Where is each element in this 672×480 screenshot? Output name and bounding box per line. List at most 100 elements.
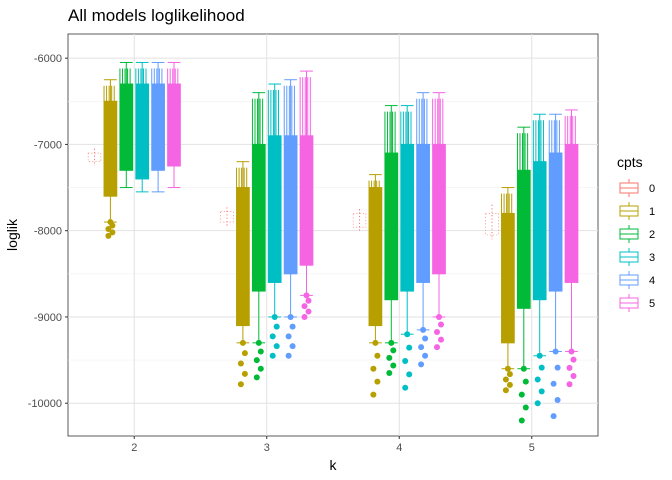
outlier-point: [285, 333, 292, 340]
y-tick-label: -8000: [34, 226, 62, 238]
box-series-5-k-4: [432, 92, 446, 351]
box: [501, 212, 515, 344]
outlier-point: [390, 362, 397, 369]
outlier-point: [273, 323, 280, 330]
outlier-point: [241, 350, 248, 357]
outlier-point: [402, 384, 409, 391]
outlier-point: [273, 343, 280, 350]
box-series-1-k-5: [501, 187, 515, 394]
outlier-point: [434, 344, 440, 351]
outlier-point: [550, 413, 557, 420]
box-series-3-k-3: [267, 83, 282, 359]
outlier-point: [568, 348, 575, 355]
y-tick-label: -10000: [28, 398, 62, 410]
outlier-point: [390, 347, 397, 354]
box: [532, 161, 547, 301]
outlier-point: [550, 380, 557, 387]
legend-label: 1: [649, 206, 655, 218]
legend-item-1: 1: [615, 201, 655, 221]
x-tick-label: 5: [529, 442, 535, 454]
y-tick-label: -9000: [34, 312, 62, 324]
y-axis-ticks: -6000 -7000 -8000 -9000 -10000: [28, 53, 68, 410]
box: [548, 152, 563, 292]
legend: 0 1 2 3 4 5: [615, 178, 655, 313]
box-series-1-k-2: [103, 79, 118, 239]
outlier-point: [566, 364, 573, 371]
outlier-point: [438, 336, 444, 343]
outlier-point: [522, 378, 529, 385]
box: [267, 135, 282, 283]
box: [564, 143, 579, 283]
outlier-point: [374, 378, 381, 385]
box: [135, 83, 150, 180]
outlier-point: [255, 339, 262, 346]
outlier-point: [534, 376, 541, 383]
outlier-point: [105, 225, 112, 232]
outlier-point: [257, 348, 264, 355]
legend-item-5: 5: [615, 293, 655, 313]
outlier-point: [518, 391, 525, 398]
box: [251, 143, 266, 292]
legend-item-0: 0: [615, 178, 655, 198]
outlier-point: [534, 400, 541, 407]
box: [299, 135, 314, 266]
legend-label: 4: [649, 275, 655, 287]
y-tick-label: -7000: [34, 139, 62, 151]
box-series-4-k-2: [151, 61, 165, 193]
legend-label: 2: [649, 229, 655, 241]
box-series-1-k-4: [368, 174, 383, 398]
box-series-4-k-5: [548, 113, 563, 420]
outlier-point: [301, 313, 308, 320]
outlier-point: [566, 381, 573, 388]
box: [220, 211, 234, 223]
outlier-point: [388, 339, 395, 346]
outlier-point: [438, 321, 444, 328]
legend-item-2: 2: [615, 224, 655, 244]
box: [103, 100, 118, 197]
box: [151, 83, 165, 171]
outlier-point: [269, 352, 276, 359]
box: [283, 135, 298, 275]
outlier-point: [554, 364, 561, 371]
outlier-point: [406, 371, 413, 378]
box-series-3-k-5: [532, 113, 547, 407]
outlier-point: [420, 326, 427, 333]
outlier-point: [105, 232, 112, 239]
x-axis-label: k: [330, 457, 338, 473]
box: [236, 187, 250, 327]
outlier-point: [502, 376, 509, 383]
outlier-point: [502, 387, 509, 394]
chart-title: All models loglikelihood: [68, 6, 245, 25]
y-tick-label: -6000: [34, 53, 62, 65]
outlier-point: [109, 222, 116, 229]
box-series-2-k-3: [251, 92, 266, 381]
outlier-point: [305, 308, 312, 315]
box-series-5-k-5: [564, 109, 579, 388]
outlier-point: [370, 365, 377, 372]
outlier-point: [518, 417, 525, 424]
box: [352, 213, 367, 228]
box-series-2-k-5: [516, 126, 531, 424]
outlier-point: [305, 297, 312, 304]
outlier-point: [237, 360, 244, 367]
box-series-4-k-3: [283, 79, 298, 359]
box-series-0-k-4: [352, 209, 367, 231]
outlier-point: [285, 352, 292, 359]
box: [516, 169, 531, 309]
x-axis-ticks: 2 3 4 5: [131, 436, 535, 454]
outlier-point: [434, 329, 440, 336]
outlier-point: [402, 357, 409, 364]
outlier-point: [109, 229, 116, 236]
outlier-point: [374, 352, 381, 359]
outlier-point: [386, 370, 393, 377]
outlier-point: [538, 364, 545, 371]
x-tick-label: 3: [264, 442, 270, 454]
box: [400, 143, 415, 292]
outlier-point: [538, 388, 545, 395]
outlier-point: [520, 365, 527, 372]
outlier-point: [289, 323, 296, 330]
legend-title: cpts: [617, 154, 643, 170]
outlier-point: [418, 344, 425, 351]
box-series-4-k-4: [416, 92, 430, 368]
